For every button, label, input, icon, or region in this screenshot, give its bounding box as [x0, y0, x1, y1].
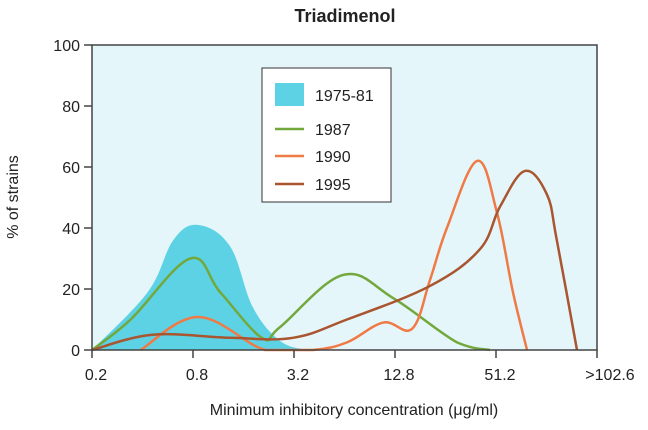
x-tick-label: 0.8 — [186, 367, 208, 384]
x-tick-label: 3.2 — [287, 367, 309, 384]
y-axis-label: % of strains — [5, 155, 22, 239]
legend: 1975-81 1987 1990 1995 — [261, 67, 392, 203]
series-line-1995 — [91, 169, 579, 352]
x-tick-label: >102.6 — [585, 367, 634, 384]
legend-label: 1990 — [315, 149, 351, 166]
x-tick-label: 12.8 — [383, 367, 414, 384]
legend-swatch — [275, 83, 304, 106]
chart-title: Triadimenol — [294, 6, 395, 26]
y-tick-label: 80 — [62, 99, 80, 116]
plot-frame — [91, 44, 598, 351]
y-tick-label: 100 — [53, 38, 80, 55]
legend-label: 1987 — [315, 122, 351, 139]
y-tick-label: 60 — [62, 160, 80, 177]
x-tick-label: 51.2 — [484, 367, 515, 384]
y-tick-label: 0 — [71, 343, 80, 360]
x-tick-label: 0.2 — [85, 367, 107, 384]
series-area-1975-81 — [92, 224, 307, 350]
x-axis-label: Minimum inhibitory concentration (μg/ml) — [210, 402, 498, 419]
y-tick-label: 40 — [62, 221, 80, 238]
legend-label: 1995 — [315, 177, 351, 194]
legend-label: 1975-81 — [315, 88, 374, 105]
y-tick-label: 20 — [62, 282, 80, 299]
